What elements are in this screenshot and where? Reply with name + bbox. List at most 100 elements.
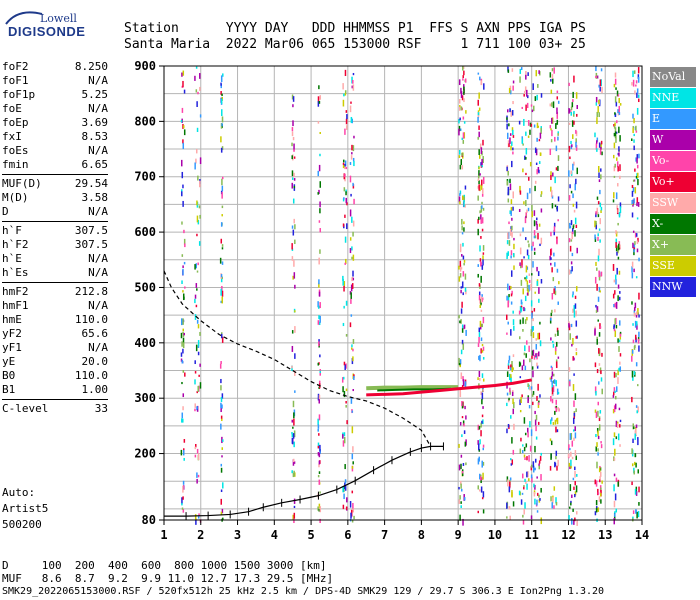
noise-dot [573,120,575,125]
noise-dot [569,245,572,252]
noise-dot [540,93,543,98]
noise-dot [553,222,556,228]
noise-dot [635,362,638,367]
noise-dot [568,195,571,201]
noise-dot [521,259,523,266]
noise-dot [556,429,559,433]
noise-dot [461,195,464,201]
noise-dot [555,123,557,129]
noise-dot [477,424,480,431]
noise-dot [221,290,224,297]
noise-dot [479,439,481,445]
noise-dot [509,183,512,191]
noise-dot [619,175,621,179]
noise-dot [550,453,552,460]
noise-dot [528,243,530,248]
noise-dot [182,450,185,456]
noise-dot [317,445,320,449]
noise-dot [634,302,637,309]
noise-dot [633,268,635,273]
noise-dot [512,408,515,415]
noise-dot [344,262,346,265]
noise-dot [345,118,348,125]
noise-dot [530,466,533,471]
y-tick-label: 900 [134,59,156,73]
noise-dot [569,184,571,189]
noise-dot [536,223,538,230]
noise-dot [575,138,577,143]
noise-dot [182,318,184,325]
y-tick-label: 800 [134,114,156,128]
noise-dot [221,192,223,199]
noise-dot [632,242,634,249]
noise-dot [570,170,572,175]
noise-dot [181,503,183,506]
parameter-name: foE [2,102,22,115]
noise-dot [575,310,577,317]
noise-dot [462,518,464,526]
noise-dot [631,261,634,268]
noise-dot [463,70,465,76]
noise-dot [571,120,574,127]
noise-dot [344,69,347,77]
noise-dot [576,113,578,117]
noise-dot [220,238,223,244]
noise-dot [481,414,484,418]
noise-dot [551,117,553,124]
parameter-value: 110.0 [74,313,108,326]
noise-dot [536,492,539,496]
noise-dot [618,407,621,411]
noise-dot [194,454,197,458]
parameter-name: yE [2,355,16,368]
noise-dot [352,184,355,189]
noise-dot [637,406,639,413]
noise-dot [317,101,320,107]
noise-dot [460,480,462,485]
noise-dot [459,265,462,272]
noise-dot [221,508,224,514]
noise-dot [194,264,196,270]
noise-dot [614,513,616,517]
noise-dot [479,245,481,252]
noise-dot [556,327,559,333]
noise-dot [575,144,578,151]
noise-dot [462,343,465,350]
noise-dot [571,144,573,148]
noise-dot [480,422,482,428]
noise-dot [477,458,480,465]
noise-dot [550,175,552,181]
noise-dot [513,325,515,331]
noise-dot [182,337,185,344]
noise-dot [221,436,223,444]
noise-dot [597,401,600,406]
noise-dot [318,291,321,297]
noise-dot [509,477,512,481]
noise-dot [633,470,635,475]
noise-dot [572,417,575,424]
noise-dot [598,363,601,366]
noise-dot [350,116,353,123]
noise-dot [458,155,461,159]
noise-dot [596,461,598,469]
noise-dot [571,228,574,235]
parameter-separator [2,282,108,283]
noise-dot [632,323,634,326]
noise-dot [221,178,223,186]
noise-dot [634,90,636,95]
noise-dot [636,240,639,244]
noise-dot [507,170,509,176]
noise-dot [525,200,527,207]
noise-dot [318,463,320,468]
noise-dot [345,334,348,337]
noise-dot [632,70,634,78]
noise-dot [319,249,321,254]
noise-dot [353,515,355,520]
noise-dot [478,107,481,111]
noise-dot [511,160,513,168]
noise-dot [552,422,555,425]
noise-dot [570,323,573,328]
noise-dot [574,493,576,498]
noise-dot [462,66,464,71]
noise-dot [572,203,575,207]
noise-dot [556,418,558,422]
